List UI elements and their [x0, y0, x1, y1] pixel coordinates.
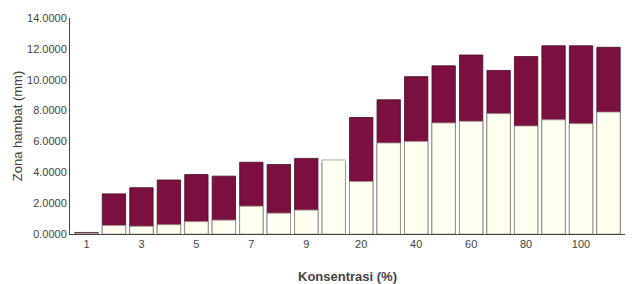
svg-text:1: 1 [83, 238, 89, 250]
svg-text:12.0000: 12.0000 [27, 43, 67, 55]
svg-text:0.0000: 0.0000 [33, 228, 67, 240]
svg-text:Konsentrasi (%): Konsentrasi (%) [298, 269, 397, 284]
svg-text:Zona hambat (mm): Zona hambat (mm) [10, 71, 25, 182]
svg-text:100: 100 [572, 238, 590, 250]
svg-text:20: 20 [355, 238, 367, 250]
svg-text:60: 60 [465, 238, 477, 250]
svg-text:14.0000: 14.0000 [27, 12, 67, 24]
svg-text:10.0000: 10.0000 [27, 74, 67, 86]
svg-text:4.0000: 4.0000 [33, 166, 67, 178]
svg-text:9: 9 [303, 238, 309, 250]
svg-text:40: 40 [410, 238, 422, 250]
svg-text:7: 7 [248, 238, 254, 250]
svg-text:2.0000: 2.0000 [33, 197, 67, 209]
svg-text:5: 5 [193, 238, 199, 250]
svg-text:8.0000: 8.0000 [33, 104, 67, 116]
svg-text:3: 3 [138, 238, 144, 250]
svg-text:6.0000: 6.0000 [33, 135, 67, 147]
svg-text:80: 80 [520, 238, 532, 250]
